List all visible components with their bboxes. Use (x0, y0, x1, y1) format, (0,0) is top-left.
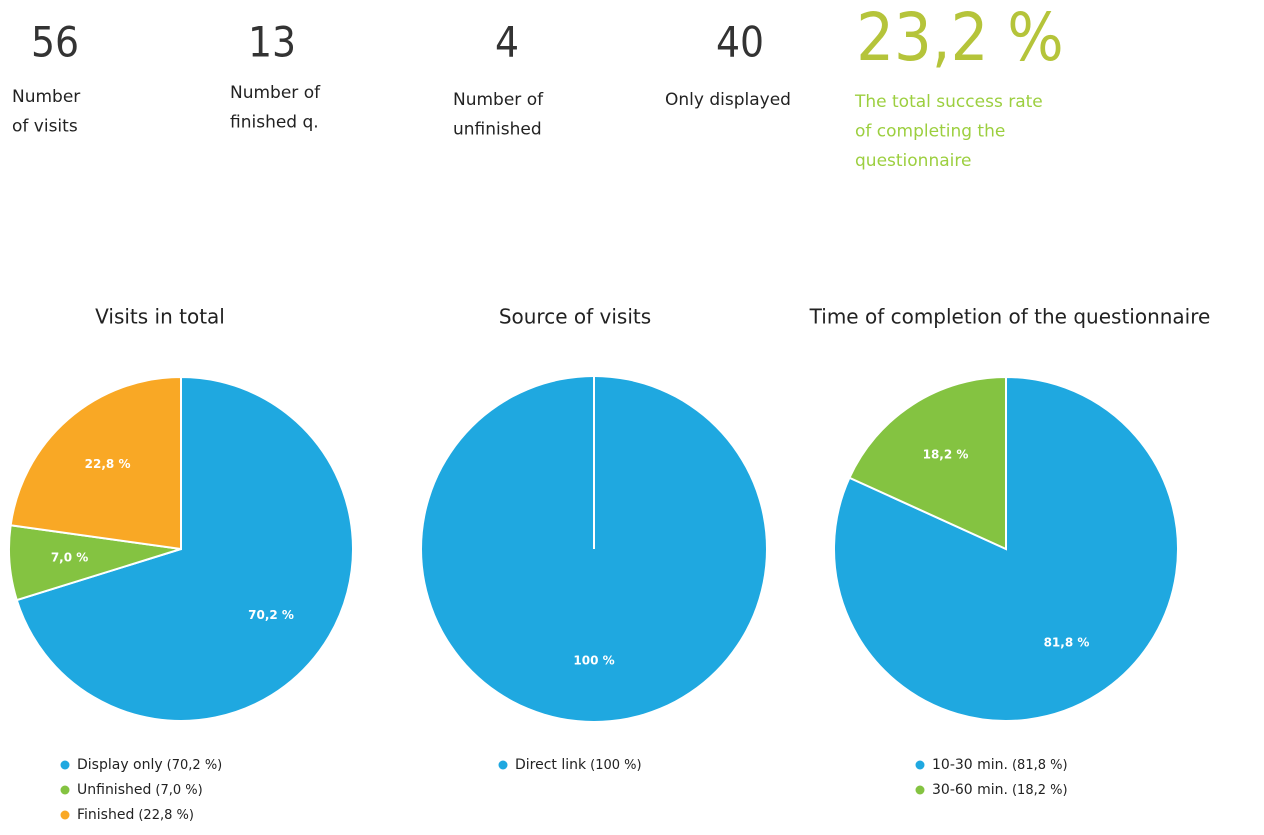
stat-value: 13 (248, 18, 296, 67)
stat-value: 56 (31, 18, 79, 67)
legend-name: 10-30 min. (932, 757, 1008, 773)
slice-label: 81,8 % (1044, 636, 1090, 650)
stat-value: 23,2 % (856, 0, 1063, 76)
pie-slice (15, 375, 354, 722)
legend-swatch (60, 760, 70, 770)
stat-value: 40 (716, 18, 764, 67)
stat-label: Number (12, 87, 80, 107)
legend-label: Finished (22,8 %) (77, 807, 194, 823)
pie-slice (9, 375, 182, 551)
stat-label: of completing the (855, 122, 1005, 142)
stat-label: Number of (230, 83, 321, 103)
stat-label: finished q. (230, 113, 319, 133)
legend-value: (7,0 %) (155, 783, 202, 798)
legend-swatch (915, 760, 925, 770)
legend-name: Unfinished (77, 782, 151, 798)
legend-swatch (915, 785, 925, 795)
chart-title: Source of visits (499, 305, 651, 329)
stat-label: Only displayed (665, 90, 791, 110)
legend-value: (70,2 %) (167, 758, 223, 773)
stat-label: Number of (453, 90, 544, 110)
stat-value: 4 (495, 18, 519, 67)
legend-name: 30-60 min. (932, 782, 1008, 798)
slice-label: 70,2 % (248, 608, 294, 622)
legend-value: (81,8 %) (1012, 758, 1068, 773)
legend-label: Unfinished (7,0 %) (77, 782, 203, 798)
legend-value: (100 %) (590, 758, 641, 773)
legend-name: Display only (77, 757, 163, 773)
legend-name: Direct link (515, 757, 587, 773)
legend-label: Display only (70,2 %) (77, 757, 222, 773)
pie-slice (848, 375, 1007, 551)
stat-label: The total success rate (854, 92, 1043, 112)
legend-name: Finished (77, 807, 134, 823)
slice-label: 22,8 % (85, 457, 131, 471)
legend-label: Direct link (100 %) (515, 757, 642, 773)
stat-label: questionnaire (855, 151, 971, 171)
legend-label: 10-30 min. (81,8 %) (932, 757, 1068, 773)
chart-title: Time of completion of the questionnaire (809, 305, 1211, 329)
legend-swatch (60, 810, 70, 820)
stat-label: of visits (12, 117, 78, 137)
slice-label: 18,2 % (923, 447, 969, 461)
chart-title: Visits in total (95, 305, 225, 329)
slice-label: 100 % (573, 653, 614, 667)
legend-label: 30-60 min. (18,2 %) (932, 782, 1068, 798)
legend-value: (22,8 %) (138, 808, 194, 823)
legend-swatch (60, 785, 70, 795)
legend-value: (18,2 %) (1012, 783, 1068, 798)
legend-swatch (498, 760, 508, 770)
slice-label: 7,0 % (51, 551, 88, 565)
stat-label: unfinished (453, 120, 542, 140)
